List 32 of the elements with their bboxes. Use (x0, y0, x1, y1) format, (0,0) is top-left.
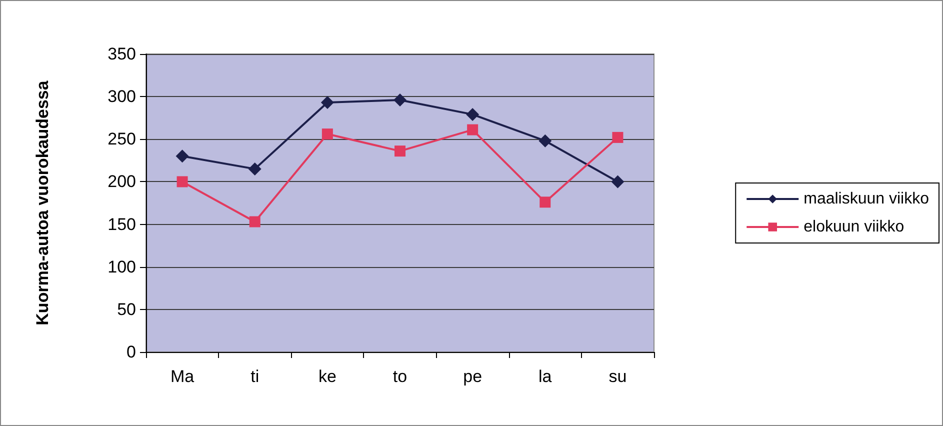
y-tick-label: 300 (108, 87, 136, 106)
x-tick-label: la (538, 367, 552, 386)
point (394, 93, 406, 106)
y-tick-label: 350 (108, 44, 136, 64)
point (612, 132, 624, 143)
legend-label: elokuun viikko (804, 218, 904, 236)
x-tick-label: pe (463, 367, 482, 386)
x-tick-label: Ma (170, 367, 195, 386)
point (320, 96, 334, 110)
point (176, 176, 188, 188)
y-tick-label: 50 (117, 300, 136, 319)
y-tick-label: 100 (108, 257, 136, 276)
x-tick-label: su (608, 367, 627, 386)
y-tick-label: 200 (108, 172, 136, 192)
legend-label: maaliskuun viikko (804, 190, 930, 208)
y-axis-title: Kuorma-autoa vuorokaudessa (33, 80, 52, 326)
point (394, 146, 406, 157)
y-tick-label: 0 (126, 342, 136, 362)
x-tick-label: to (392, 367, 408, 386)
y-tick-label: 250 (108, 130, 136, 149)
x-tick-label: ti (250, 367, 260, 386)
point (467, 124, 478, 136)
point (540, 196, 551, 208)
point (322, 128, 333, 140)
y-tick-label: 150 (108, 214, 136, 234)
point (176, 150, 189, 163)
point (611, 175, 624, 188)
point (538, 134, 552, 148)
x-tick-label: ke (318, 367, 336, 386)
point (248, 162, 262, 176)
point (466, 108, 480, 121)
point (249, 216, 260, 228)
